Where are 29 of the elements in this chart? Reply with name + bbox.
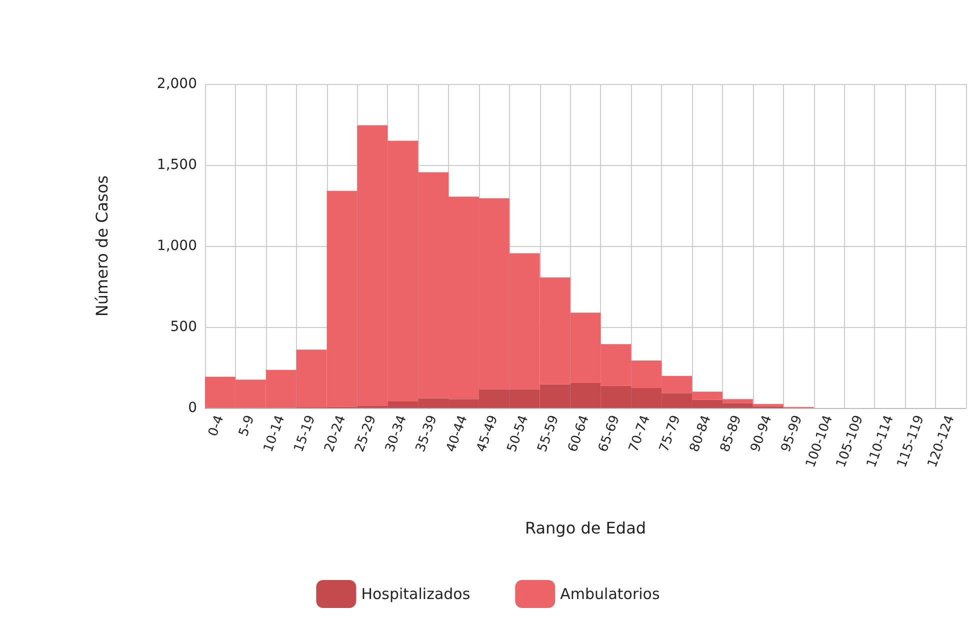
x-tick-label: 10-14 bbox=[261, 413, 288, 454]
x-tick-label: 40-44 bbox=[444, 413, 471, 454]
x-tick-label: 85-89 bbox=[718, 413, 745, 454]
x-tick-label: 15-19 bbox=[292, 413, 319, 454]
y-tick-label: 1,000 bbox=[156, 238, 197, 254]
legend-label: Ambulatorios bbox=[560, 585, 660, 603]
x-tick-label: 90-94 bbox=[748, 413, 776, 454]
x-tick-label: 80-84 bbox=[687, 413, 714, 454]
x-tick-label: 75-79 bbox=[656, 413, 684, 454]
x-tick-label: 60-64 bbox=[566, 413, 593, 454]
legend-label: Hospitalizados bbox=[361, 585, 470, 603]
x-tick-label: 70-74 bbox=[626, 413, 654, 454]
x-axis-title: Rango de Edad bbox=[524, 518, 646, 538]
x-tick-label: 5-9 bbox=[236, 413, 258, 439]
x-tick-label: 20-24 bbox=[322, 413, 350, 454]
x-tick-label: 35-39 bbox=[413, 413, 440, 454]
x-tick-label: 45-49 bbox=[474, 413, 502, 454]
x-tick-label: 25-29 bbox=[352, 413, 380, 454]
x-tick-label: 50-54 bbox=[504, 413, 532, 454]
x-tick-label: 65-69 bbox=[596, 413, 623, 454]
x-tick-label: 55-59 bbox=[535, 413, 562, 454]
x-tick-label: 0-4 bbox=[206, 413, 228, 439]
y-axis-title: Número de Casos bbox=[92, 175, 112, 317]
x-tick-label: 30-34 bbox=[382, 413, 410, 454]
x-tick-label: 95-99 bbox=[778, 413, 806, 454]
y-tick-label: 500 bbox=[170, 319, 197, 335]
y-tick-label: 0 bbox=[188, 400, 197, 416]
y-tick-label: 1,500 bbox=[156, 157, 197, 173]
y-tick-label: 2,000 bbox=[156, 76, 197, 92]
